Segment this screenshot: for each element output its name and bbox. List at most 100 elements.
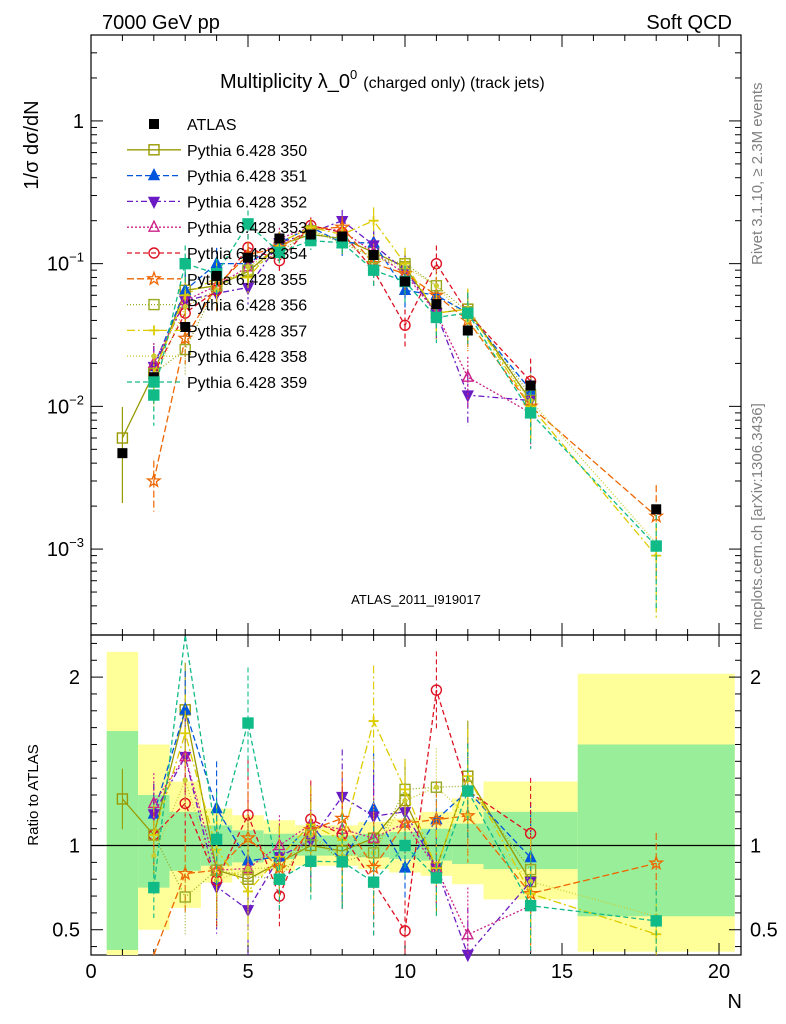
ratio-marker bbox=[305, 855, 317, 868]
atlas-point bbox=[211, 270, 222, 281]
ratio-marker bbox=[210, 833, 223, 846]
ratio-series-9 bbox=[148, 634, 662, 955]
ratio-marker bbox=[428, 811, 445, 827]
series-marker bbox=[368, 215, 379, 226]
atlas-point bbox=[462, 325, 473, 336]
legend-label: Pythia 6.428 355 bbox=[187, 272, 307, 289]
atlas-point bbox=[368, 249, 379, 260]
legend-entry: Pythia 6.428 356 bbox=[127, 298, 307, 315]
ratio-marker bbox=[180, 728, 191, 739]
main-data-series bbox=[116, 207, 665, 621]
ratio-marker bbox=[461, 949, 474, 963]
main-y-tick-label: 10−3 bbox=[47, 535, 84, 561]
legend-label: Pythia 6.428 356 bbox=[187, 298, 307, 315]
ratio-y-tick-label: 1 bbox=[69, 836, 80, 858]
main-axis-ticks: 10−3 10−2 10−1 1 bbox=[47, 34, 741, 635]
ratio-marker bbox=[648, 854, 665, 871]
legend-marker bbox=[147, 219, 161, 232]
atlas-point bbox=[431, 299, 442, 310]
x-tick-label: 15 bbox=[551, 961, 573, 983]
series-9 bbox=[148, 210, 662, 612]
series-marker bbox=[524, 407, 537, 419]
ratio-marker bbox=[402, 797, 408, 804]
legend-marker bbox=[147, 168, 161, 181]
series-marker bbox=[273, 246, 286, 259]
atlas-point bbox=[305, 229, 316, 240]
side-label-top: Rivet 3.1.10, ≥ 2.3M events bbox=[749, 83, 766, 266]
legend-marker bbox=[145, 270, 163, 286]
series-marker bbox=[367, 264, 380, 276]
ratio-marker bbox=[148, 881, 160, 894]
ratio-line bbox=[153, 785, 532, 899]
series-marker bbox=[433, 283, 440, 289]
legend-marker bbox=[151, 353, 157, 359]
legend-entry: Pythia 6.428 351 bbox=[127, 168, 307, 186]
ratio-band-green bbox=[577, 744, 735, 917]
legend-label: ATLAS bbox=[187, 117, 237, 134]
ratio-marker bbox=[430, 684, 443, 696]
ratio-y-tick-label: 2 bbox=[750, 667, 761, 689]
x-tick-label: 20 bbox=[708, 961, 730, 983]
series-marker bbox=[145, 472, 162, 488]
series-marker bbox=[461, 390, 474, 403]
ratio-marker bbox=[524, 899, 537, 912]
main-y-tick-label: 10−2 bbox=[47, 392, 84, 418]
legend-entry: Pythia 6.428 355 bbox=[127, 270, 307, 289]
ratio-marker bbox=[368, 716, 379, 727]
ratio-marker bbox=[399, 839, 411, 852]
ratio-marker bbox=[179, 891, 191, 903]
header-left: 7000 GeV pp bbox=[102, 12, 220, 34]
legend-label: Pythia 6.428 353 bbox=[187, 220, 307, 237]
legend-marker bbox=[149, 325, 159, 336]
legend-marker bbox=[149, 119, 159, 129]
series-marker bbox=[461, 369, 474, 382]
watermark: ATLAS_2011_I919017 bbox=[351, 592, 481, 607]
ratio-marker bbox=[116, 793, 129, 805]
series-marker bbox=[242, 218, 254, 230]
atlas-point bbox=[117, 448, 128, 459]
main-y-tick-label: 10−1 bbox=[47, 250, 84, 276]
legend-entry: Pythia 6.428 353 bbox=[127, 219, 307, 237]
legend-entry: Pythia 6.428 357 bbox=[127, 323, 307, 340]
legend-label: Pythia 6.428 352 bbox=[187, 194, 307, 211]
atlas-point bbox=[651, 504, 662, 515]
series-marker bbox=[430, 257, 443, 270]
legend-label: Pythia 6.428 358 bbox=[187, 349, 307, 366]
legend-marker bbox=[148, 144, 160, 156]
ratio-marker bbox=[242, 717, 254, 729]
ratio-line bbox=[153, 707, 532, 870]
ratio-uncertainty-bands bbox=[91, 651, 741, 955]
series-line bbox=[153, 224, 532, 382]
series-marker bbox=[182, 303, 188, 310]
legend-marker bbox=[148, 247, 160, 259]
atlas-data-points bbox=[117, 229, 662, 515]
legend-entry: ATLAS bbox=[149, 117, 237, 134]
x-tick-label: 5 bbox=[242, 961, 253, 983]
ratio-marker bbox=[433, 784, 440, 790]
series-marker bbox=[179, 343, 191, 356]
x-tick-label: 10 bbox=[394, 961, 416, 983]
ratio-marker bbox=[650, 915, 662, 927]
ratio-axis-ticks: 0.5 0.51 12 20 5 10 15 20 bbox=[52, 635, 778, 983]
x-axis-label: N bbox=[728, 991, 742, 1013]
atlas-point bbox=[180, 321, 191, 332]
ratio-marker bbox=[182, 777, 188, 783]
legend-entry: Pythia 6.428 354 bbox=[127, 246, 307, 263]
side-label-bottom: mcplots.cern.ch [arXiv:1306.3436] bbox=[749, 403, 766, 630]
chart-title-main: Multiplicity λ_0 bbox=[220, 71, 350, 93]
chart-title-small: (charged only) (track jets) bbox=[363, 75, 544, 92]
main-y-tick-label: 1 bbox=[73, 111, 84, 133]
ratio-y-tick-label: 0.5 bbox=[750, 920, 778, 942]
ratio-y-tick-label: 2 bbox=[69, 667, 80, 689]
atlas-point bbox=[243, 252, 254, 263]
legend-entry: Pythia 6.428 350 bbox=[127, 143, 307, 160]
series-marker bbox=[430, 280, 443, 292]
ratio-marker bbox=[177, 865, 194, 881]
atlas-point bbox=[337, 231, 348, 242]
ratio-marker bbox=[273, 873, 286, 885]
ratio-y-tick-label: 1 bbox=[750, 836, 761, 858]
legend-label: Pythia 6.428 351 bbox=[187, 169, 307, 186]
legend-entry: Pythia 6.428 352 bbox=[127, 194, 307, 211]
legend-marker bbox=[147, 196, 161, 209]
